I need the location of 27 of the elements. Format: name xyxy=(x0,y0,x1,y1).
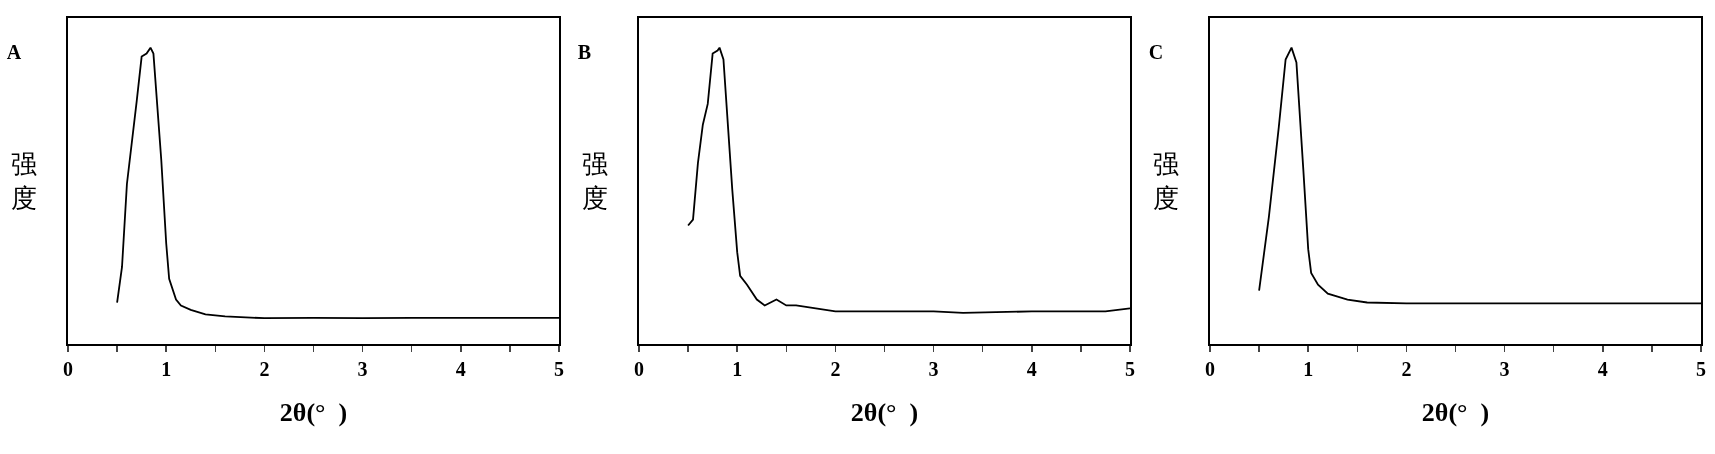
x-axis-title: 2θ(° ) xyxy=(850,398,919,428)
x-tick-label: 0 xyxy=(1205,358,1215,380)
y-axis-title: 强度 xyxy=(582,149,608,213)
y-axis-title: 强度 xyxy=(1153,149,1179,213)
x-tick-label: 0 xyxy=(63,358,73,380)
x-tick-label: 5 xyxy=(554,358,564,380)
x-tick-label: 0 xyxy=(634,358,644,380)
x-tick-label: 5 xyxy=(1696,358,1706,380)
x-tick-label: 2 xyxy=(259,358,270,380)
chart-title: B xyxy=(577,41,592,64)
y-axis-title: 强度 xyxy=(11,149,37,213)
x-tick-label: 3 xyxy=(357,358,368,380)
chart-title: A xyxy=(6,41,22,64)
x-axis-title: 2θ(° ) xyxy=(1421,398,1490,428)
x-tick-label: 2 xyxy=(830,358,841,380)
x-tick-label: 4 xyxy=(1597,358,1608,380)
x-tick-label: 1 xyxy=(1303,358,1314,380)
x-tick-label: 3 xyxy=(1499,358,1510,380)
x-tick-label: 4 xyxy=(1026,358,1037,380)
x-axis-title: 2θ(° ) xyxy=(279,398,348,428)
x-tick-label: 1 xyxy=(732,358,743,380)
x-tick-label: 4 xyxy=(455,358,466,380)
x-tick-label: 1 xyxy=(161,358,172,380)
chart-title: C xyxy=(1148,41,1164,64)
x-tick-label: 5 xyxy=(1125,358,1135,380)
x-tick-label: 2 xyxy=(1401,358,1412,380)
x-tick-label: 3 xyxy=(928,358,939,380)
